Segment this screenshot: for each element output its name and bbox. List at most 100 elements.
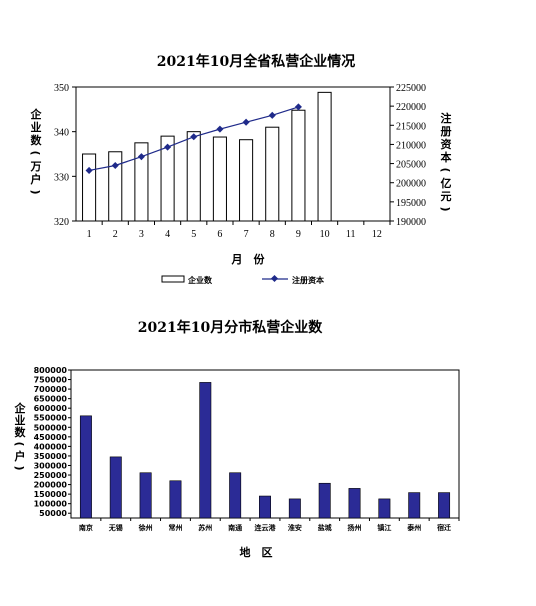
chart2-bar (199, 382, 212, 519)
chart1-y2label-char: ) (439, 206, 452, 211)
chart1-bar (108, 151, 123, 222)
chart1-line-point (164, 143, 172, 151)
chart1-x-tick-label: 7 (244, 229, 249, 240)
chart1-ylabel-char: 万 (30, 160, 42, 173)
chart1-bar (265, 126, 280, 222)
chart1-ylabel-char: 业 (31, 120, 42, 134)
chart2-y-tick-label: 800000 (34, 366, 68, 375)
chart2-x-tick-label: 苏州 (198, 523, 212, 532)
chart1-x-tick-label: 11 (346, 229, 356, 240)
chart2-bar (348, 488, 361, 519)
chart2-bar (408, 492, 421, 519)
chart1-x-tick-label: 3 (139, 229, 144, 240)
chart2-x-axis-label: 地 区 (240, 545, 273, 559)
chart2-bar (109, 456, 122, 519)
chart1-x-tick-label: 9 (296, 229, 301, 240)
chart2-ylabel-char: ( (13, 441, 26, 446)
chart2-y-tick-label: 700000 (34, 385, 68, 394)
chart1-bar (160, 135, 175, 222)
legend-line-label: 注册资本 (292, 275, 324, 285)
chart2-x-tick-label: 镇江 (377, 523, 391, 532)
chart2-x-tick-label: 徐州 (138, 523, 153, 532)
chart1-y2label-char: 本 (441, 150, 452, 164)
chart1-right-ticks: 190000 195000 200000 205000 210000 215000 2200… (390, 83, 426, 228)
chart1-x-tick-label: 4 (165, 229, 170, 240)
chart1-x-axis-label: 月 份 (231, 252, 266, 266)
chart2-y-tick-label: 600000 (34, 404, 68, 413)
chart1-bar (82, 153, 97, 222)
chart2-bar (378, 498, 391, 519)
chart2-bar (318, 482, 331, 519)
chart2-y-tick-label: 200000 (34, 481, 68, 490)
chart2-x-tick-label: 扬州 (348, 523, 362, 532)
chart2-bar (288, 498, 301, 519)
chart1-ylabel-char: 数 (31, 133, 43, 147)
chart1-bar (239, 139, 254, 222)
chart1-left-tick-label: 350 (54, 83, 69, 94)
chart2-ylabel-char: 企 (14, 401, 27, 415)
chart2-x-tick-label: 连云港 (255, 523, 277, 532)
chart1-bar (291, 109, 306, 222)
legend-bar-swatch (161, 275, 185, 283)
chart2-ylabel-char: 业 (15, 413, 26, 427)
chart1-x-tick-label: 5 (191, 229, 196, 240)
chart1-right-tick-label: 190000 (396, 217, 426, 228)
chart2-x-tick-label: 南京 (79, 523, 93, 532)
chart2-y-tick-label: 500000 (34, 423, 68, 432)
chart1-y-axis-label: 企业数 (万户) (29, 107, 43, 195)
chart1-ylabel-char: 户 (31, 172, 42, 186)
chart1-line-point (216, 125, 224, 133)
chart1-line-point (137, 153, 145, 161)
chart2-plot-area (70, 369, 460, 519)
chart1-bars (82, 91, 332, 222)
legend-line-marker (270, 274, 279, 283)
chart1-y2label-char: 注 (441, 111, 452, 125)
chart2-x-tick-label: 淮安 (288, 523, 302, 532)
chart1-right-tick-label: 220000 (396, 102, 426, 113)
chart1-bar (317, 91, 332, 222)
chart2-x-tick-label: 南通 (228, 523, 243, 532)
chart1-right-tick-label: 200000 (396, 179, 426, 190)
chart1-ylabel-char: ( (29, 150, 42, 155)
chart2-y-tick-label: 650000 (34, 395, 68, 404)
chart1-right-tick-label: 210000 (396, 140, 426, 151)
chart2-y-ticks: 5000010000015000020000025000030000035000… (34, 366, 71, 518)
chart1-line-point (111, 161, 119, 170)
chart1-x-tick-label: 2 (113, 229, 118, 240)
chart1-x-ticks: 1 2 3 4 5 6 7 8 9 10 11 12 (87, 221, 391, 240)
chart1-ylabel-char: ) (29, 189, 42, 194)
chart2-ylabel-char: ) (13, 465, 26, 470)
chart2-x-tick-label: 宿迁 (437, 523, 451, 532)
chart2-y-tick-label: 400000 (34, 442, 68, 451)
chart1-bar (212, 136, 227, 222)
chart2-bar (259, 495, 271, 519)
chart1-x-tick-label: 8 (270, 229, 275, 240)
chart1-x-tick-label: 12 (372, 229, 382, 240)
chart1-y2label-char: 资 (441, 137, 452, 151)
chart2-bar (169, 480, 182, 519)
chart1-line-point (242, 118, 250, 126)
chart1-left-tick-label: 330 (54, 172, 69, 183)
chart1-y2label-char: 册 (441, 125, 452, 138)
chart2-ylabel-char: 数 (15, 425, 27, 439)
chart2-x-tick-label: 无锡 (108, 523, 123, 532)
chart1-y2label-char: 亿 (441, 176, 452, 190)
chart2-ylabel-char: 户 (15, 449, 26, 463)
chart2-y-tick-label: 300000 (34, 461, 68, 470)
chart1-x-tick-label: 10 (320, 229, 330, 240)
chart1-line (85, 103, 302, 174)
chart1-line-point (268, 111, 276, 119)
chart2-y-tick-label: 150000 (34, 490, 68, 499)
chart1-right-tick-label: 215000 (396, 121, 426, 132)
chart2-x-tick-label: 常州 (168, 523, 182, 532)
chart1-bar (186, 131, 201, 222)
chart1-line-point (190, 133, 198, 141)
chart2-bar (139, 472, 152, 519)
chart2-bar (229, 472, 242, 519)
chart2-bars (79, 382, 451, 519)
chart1-line-point (85, 166, 93, 174)
chart2-y-tick-label: 450000 (34, 433, 68, 442)
chart2-y-tick-label: 550000 (34, 414, 68, 423)
chart2-bar (79, 415, 92, 519)
